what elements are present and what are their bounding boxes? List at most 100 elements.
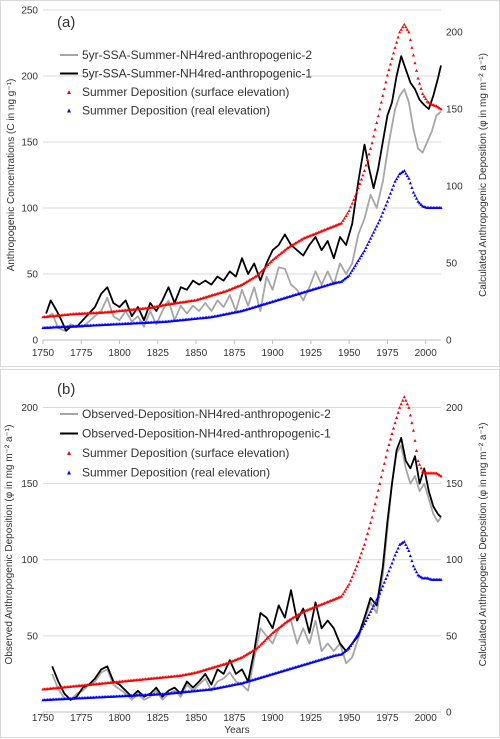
marker-a-2-25-0 <box>378 107 382 111</box>
marker-a-2-20-1 <box>341 218 345 222</box>
marker-a-2-31-0 <box>411 53 416 57</box>
marker-b-3-27-0 <box>393 553 397 557</box>
marker-a-3-23-4 <box>368 236 373 240</box>
x-tick-a-7: 1925 <box>300 348 323 359</box>
marker-b-2-26-3 <box>390 432 394 436</box>
marker-b-2-24-1 <box>372 508 376 512</box>
marker-b-2-14-5 <box>263 638 267 642</box>
y-tick-right-a-2: 100 <box>446 182 463 193</box>
marker-b-2-16-9 <box>300 610 304 614</box>
marker-b-2-23-4 <box>368 520 373 524</box>
marker-b-3-end <box>439 577 443 581</box>
marker-a-2-14-0 <box>255 273 259 277</box>
marker-b-2-14-1 <box>257 644 261 648</box>
marker-a-3-22-4 <box>361 251 365 255</box>
marker-b-3-25-0 <box>378 591 382 595</box>
series-line-a-0 <box>45 88 442 332</box>
marker-a-2-20-3 <box>344 213 348 217</box>
marker-b-2-28-1 <box>399 402 403 406</box>
marker-a-3-20-1 <box>341 278 345 282</box>
marker-a-2-14-2 <box>258 270 262 274</box>
marker-a-3-23-1 <box>364 246 368 250</box>
marker-a-3-26-1 <box>387 195 391 199</box>
legend-label-a-0: 5yr-SSA-Summer-NH4red-anthropogenic-2 <box>82 48 312 62</box>
marker-b-3-28-0 <box>398 542 402 546</box>
marker-a-2-16-7 <box>297 239 301 243</box>
marker-a-2-23-1 <box>364 163 368 167</box>
marker-b-2-29-0 <box>402 395 406 399</box>
marker-a-2-15-0 <box>271 258 275 262</box>
marker-b-2-13-3 <box>244 652 249 656</box>
marker-b-3-24-0 <box>370 606 374 610</box>
marker-a-3-26-2 <box>388 191 393 195</box>
y-tick-right-a-4: 200 <box>446 28 463 39</box>
y-tick-left-a-2: 100 <box>21 204 38 215</box>
marker-b-3-22-4 <box>361 624 365 628</box>
marker-a-3-27-0 <box>393 179 397 183</box>
marker-b-2-21-2 <box>350 575 354 579</box>
marker-a-2-13-9 <box>254 274 258 278</box>
marker-a-2-21-1 <box>349 205 353 209</box>
marker-b-3-22-0 <box>355 634 359 638</box>
marker-b-3-22-2 <box>358 629 362 633</box>
legend-label-b-3: Summer Deposition (real elevation) <box>82 466 270 480</box>
marker-a-2-33-1 <box>422 94 426 98</box>
marker-a-3-25-1 <box>379 214 383 218</box>
legend-label-a-3: Summer Deposition (real elevation) <box>82 104 270 118</box>
marker-b-2-25-0 <box>378 481 382 485</box>
marker-a-2-13-2 <box>243 281 247 285</box>
marker-b-3-20-1 <box>341 651 345 655</box>
marker-a-2-25-1 <box>379 100 383 104</box>
marker-a-2-23-3 <box>367 152 371 156</box>
marker-a-2-13-0 <box>240 282 244 286</box>
y-tick-left-b-2: 150 <box>21 479 38 490</box>
marker-b-3-29-0 <box>402 539 406 543</box>
marker-a-2-36-0 <box>434 104 439 108</box>
marker-a-3-21-2 <box>350 268 354 272</box>
marker-b-3-23-0 <box>362 622 367 626</box>
marker-b-3-23-1 <box>364 619 368 623</box>
marker-a-2-22-4 <box>361 173 365 177</box>
marker-a-3-20-0 <box>339 279 344 283</box>
marker-b-2-16-1 <box>287 618 292 622</box>
marker-b-2-25-1 <box>379 475 383 479</box>
marker-a-2-13-3 <box>244 280 249 284</box>
marker-b-2-13-6 <box>249 650 253 654</box>
marker-b-3-24-4 <box>376 594 380 598</box>
marker-b-3-26-3 <box>390 561 394 565</box>
marker-a-2-13-4 <box>246 279 250 283</box>
marker-a-2-33-0 <box>421 92 425 96</box>
marker-b-2-14-2 <box>258 643 262 647</box>
marker-a-2-16-1 <box>287 245 292 249</box>
marker-b-2-31-1 <box>413 438 417 442</box>
legend-label-a-1: 5yr-SSA-Summer-NH4red-anthropogenic-1 <box>82 67 312 81</box>
marker-a-2-30-2 <box>410 45 414 49</box>
marker-b-2-end <box>439 474 443 478</box>
marker-a-3-24-2 <box>373 227 377 231</box>
marker-a-3-31-1 <box>413 193 417 197</box>
marker-a-3-27-1 <box>395 177 399 181</box>
marker-a-3-32-0 <box>416 199 420 203</box>
marker-a-3-24-0 <box>370 233 374 237</box>
marker-b-3-29-2 <box>405 545 409 549</box>
marker-b-2-20-1 <box>341 592 345 596</box>
marker-b-3-31-2 <box>414 570 419 574</box>
marker-a-3-23-2 <box>365 242 370 246</box>
marker-a-3-23-3 <box>367 239 371 243</box>
legend-swatch-b-3 <box>67 470 71 475</box>
marker-b-2-14-0 <box>255 646 259 650</box>
marker-b-2-29-2 <box>405 402 409 406</box>
marker-a-2-26-0 <box>385 73 390 77</box>
marker-b-3-24-2 <box>373 600 377 604</box>
marker-b-3-20-4 <box>346 647 350 651</box>
marker-a-2-15-4 <box>277 253 281 257</box>
marker-b-3-25-3 <box>382 580 386 584</box>
marker-b-2-15-8 <box>283 621 287 625</box>
marker-b-2-32-2 <box>419 466 423 470</box>
x-tick-a-0: 1750 <box>32 348 55 359</box>
x-tick-b-3: 1825 <box>147 713 170 724</box>
marker-b-2-22-4 <box>361 547 365 551</box>
marker-a-2-15-2 <box>274 255 278 259</box>
marker-a-3-24-3 <box>375 224 379 228</box>
marker-b-2-14-3 <box>260 641 264 645</box>
